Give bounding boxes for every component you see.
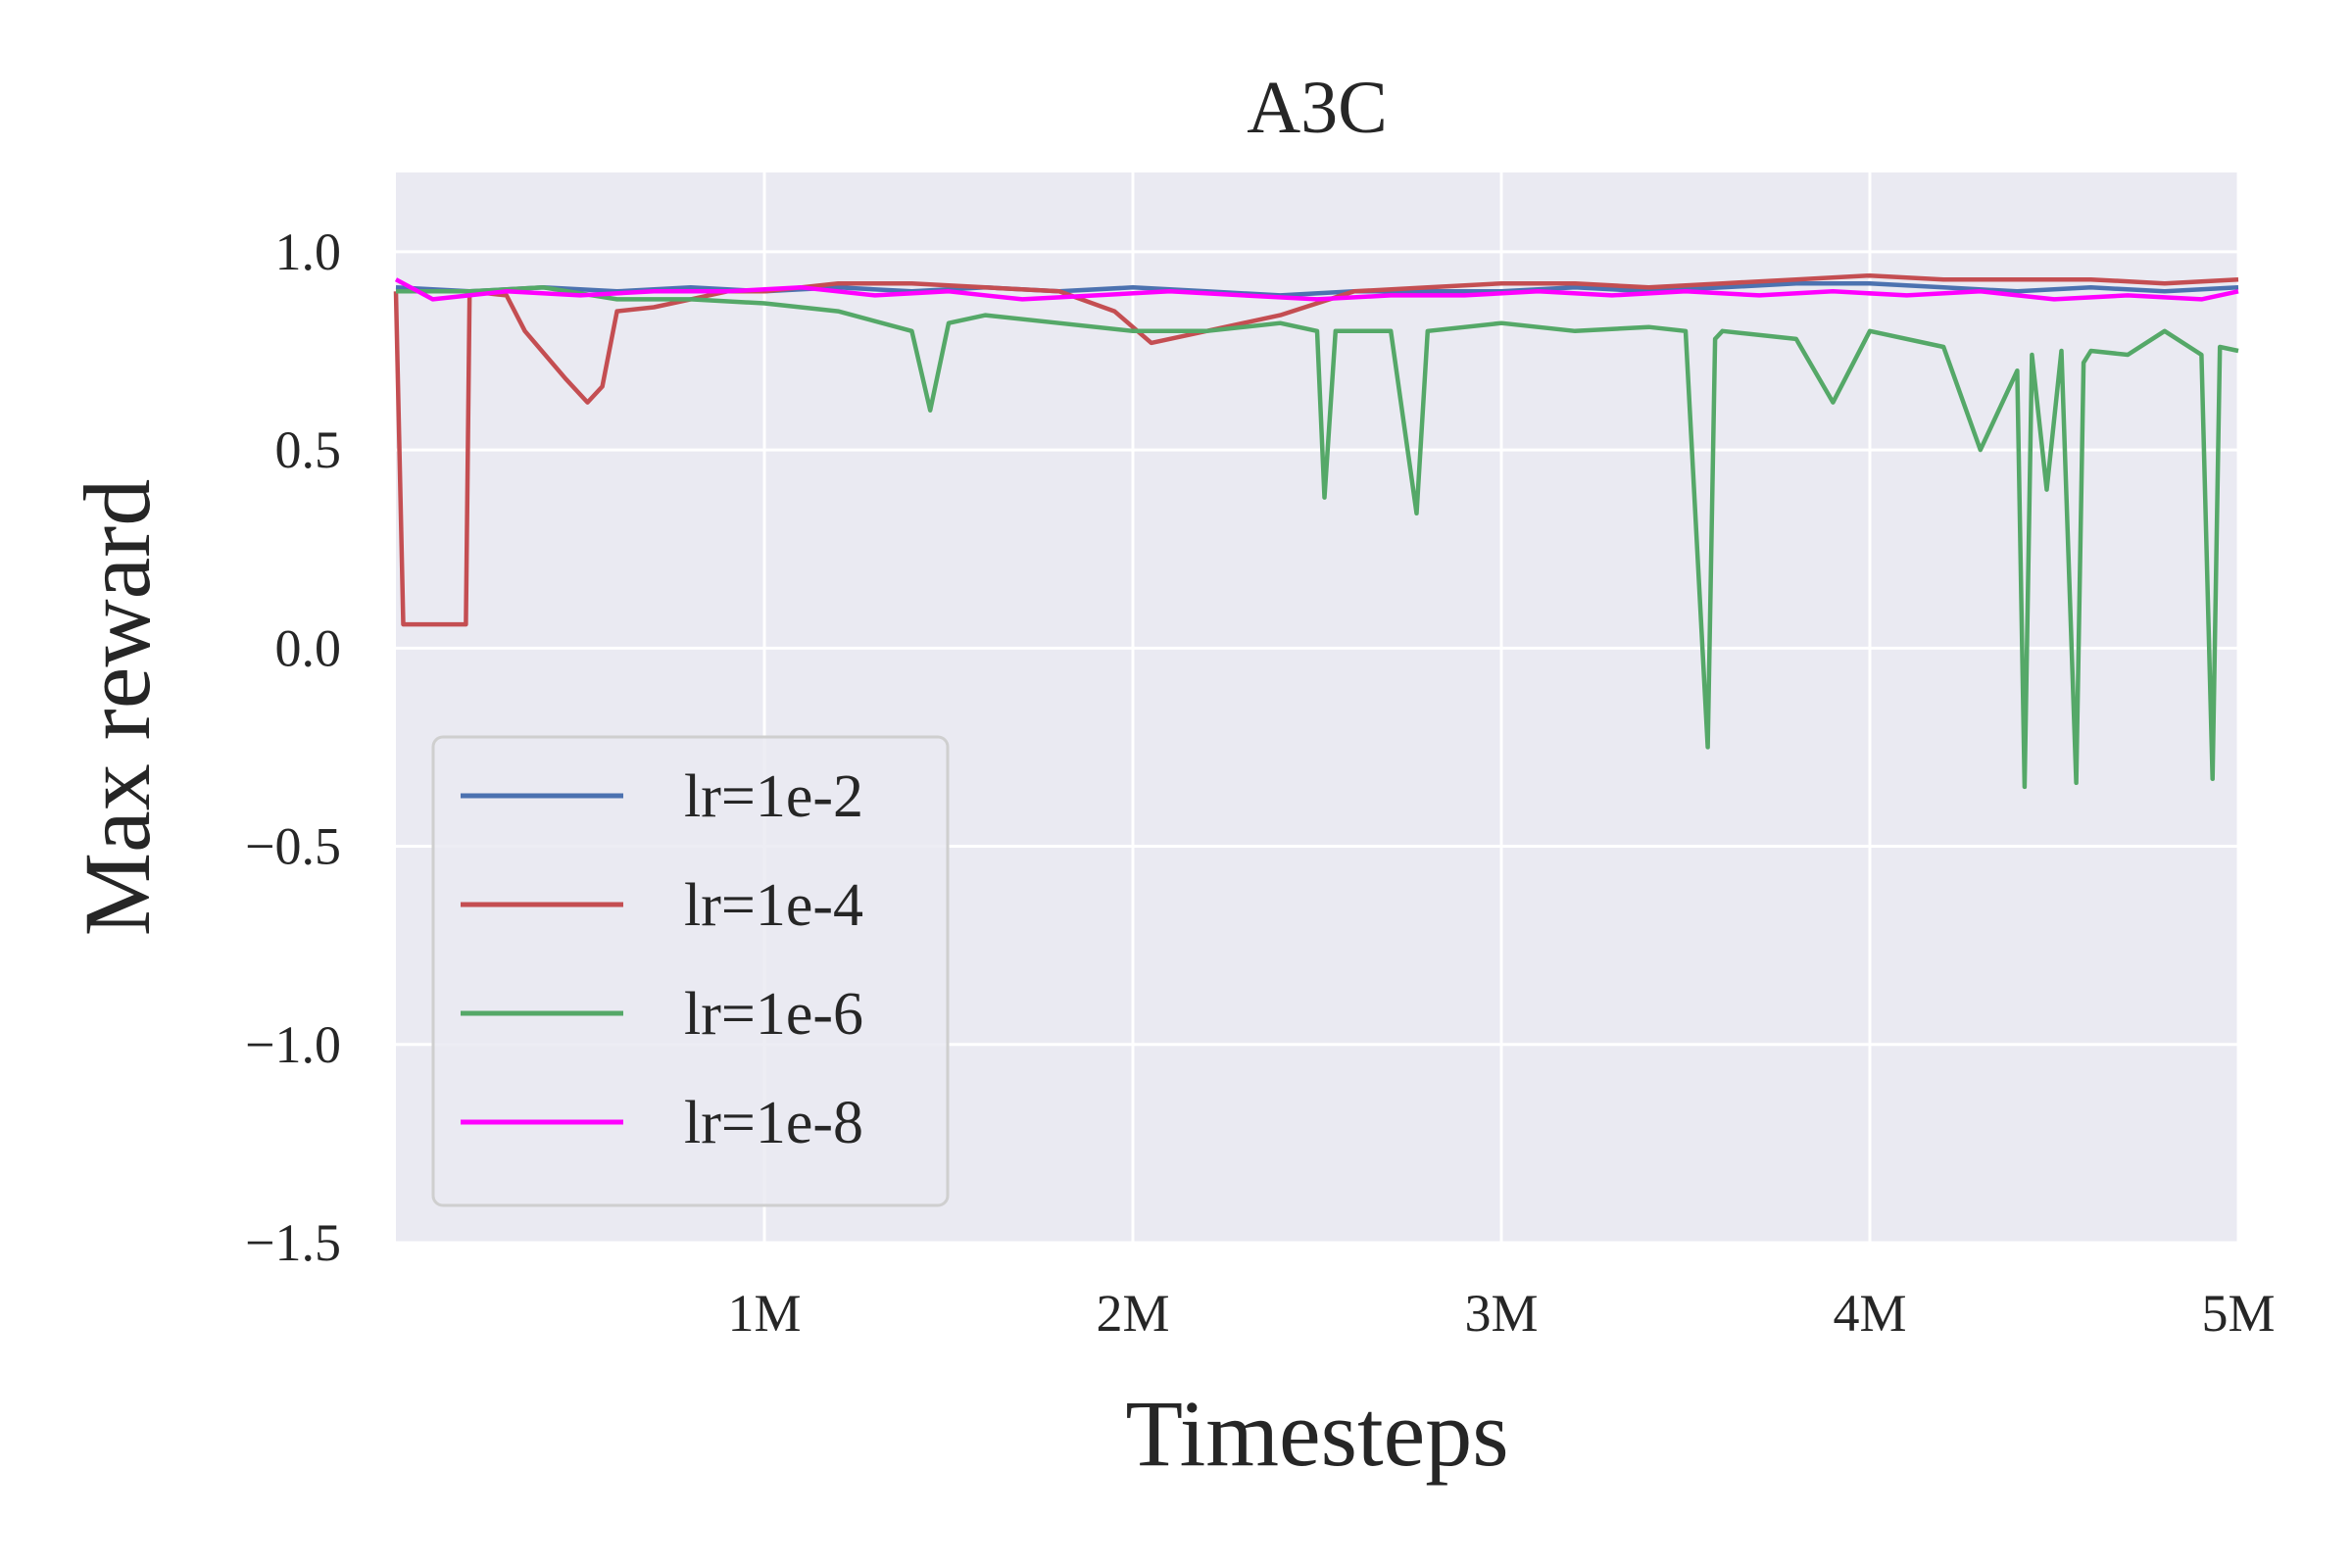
legend: lr=1e-2 lr=1e-4 lr=1e-6 lr=1e-8	[431, 735, 950, 1207]
series-lines	[393, 272, 2239, 790]
x-tick-label: 3M	[1464, 1284, 1538, 1343]
y-tick-labels: 1.0 0.5 0.0 −0.5 −1.0 −1.5	[245, 222, 341, 1272]
series-line-2	[393, 272, 2239, 627]
legend-label: lr=1e-4	[684, 872, 863, 939]
chart-title: A3C	[1247, 67, 1388, 149]
legend-label: lr=1e-2	[684, 763, 863, 830]
legend-label: lr=1e-6	[684, 981, 863, 1048]
legend-box	[431, 735, 950, 1207]
y-axis-label: Max reward	[65, 479, 170, 936]
x-tick-label: 1M	[727, 1284, 801, 1343]
y-tick-label: 0.5	[275, 420, 342, 479]
grid	[396, 172, 2240, 1245]
x-tick-labels: 1M 2M 3M 4M 5M	[727, 1284, 2275, 1343]
series-line-4	[394, 277, 2239, 302]
x-tick-label: 4M	[1833, 1284, 1906, 1343]
series-line-3	[396, 285, 2239, 790]
x-tick-label: 2M	[1096, 1284, 1169, 1343]
series-line-1	[395, 280, 2239, 298]
y-tick-label: 0.0	[275, 618, 342, 677]
y-tick-label: −1.0	[245, 1015, 341, 1074]
y-tick-label: 1.0	[275, 222, 342, 281]
legend-label: lr=1e-8	[684, 1090, 863, 1156]
x-tick-label: 5M	[2201, 1284, 2275, 1343]
x-axis-label: Timesteps	[1125, 1381, 1508, 1486]
y-tick-label: −0.5	[245, 817, 341, 876]
y-tick-label: −1.5	[245, 1213, 341, 1272]
